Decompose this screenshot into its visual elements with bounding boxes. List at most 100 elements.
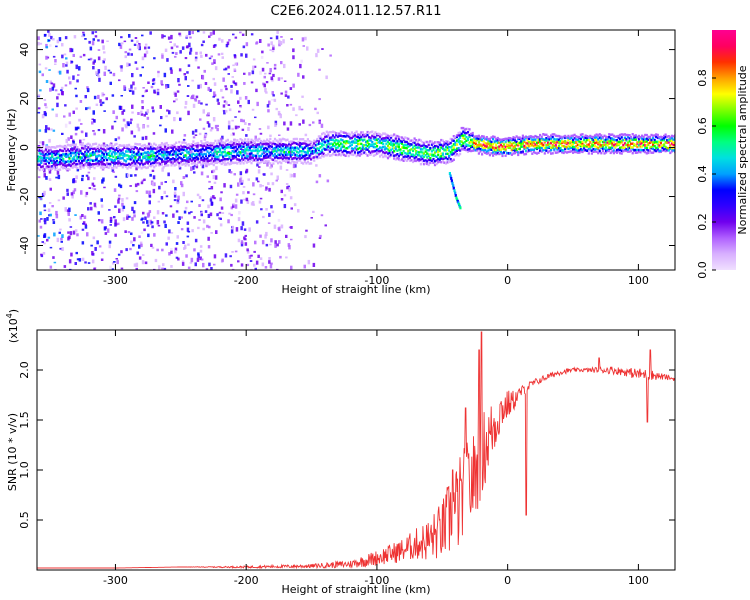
- ridge-cell: [357, 151, 360, 154]
- ridge-cell: [88, 167, 91, 170]
- ridge-cell: [507, 144, 510, 147]
- noise-cell: [227, 219, 230, 224]
- ridge-cell: [107, 162, 110, 166]
- ridge-cell: [396, 149, 399, 152]
- ridge-cell: [620, 133, 623, 136]
- ridge-cell: [128, 165, 131, 168]
- noise-cell: [70, 61, 74, 63]
- noise-cell: [178, 83, 181, 86]
- ridge-cell: [513, 149, 517, 152]
- ridge-cell: [664, 133, 667, 136]
- noise-cell: [177, 221, 180, 224]
- ridge-cell: [170, 150, 173, 153]
- noise-cell: [270, 164, 273, 167]
- ridge-cell: [413, 137, 416, 140]
- noise-cell: [230, 263, 233, 267]
- ridge-cell: [209, 162, 212, 165]
- ridge-cell: [269, 154, 272, 157]
- ridge-cell: [59, 144, 62, 148]
- ridge-cell: [669, 136, 672, 139]
- noise-cell: [304, 235, 307, 239]
- ridge-cell: [171, 157, 175, 160]
- ridge-cell: [165, 154, 168, 157]
- noise-cell: [180, 228, 184, 231]
- ridge-cell: [579, 133, 582, 136]
- noise-cell: [87, 262, 91, 264]
- noise-cell: [218, 37, 221, 41]
- noise-cell: [195, 51, 198, 55]
- noise-cell: [111, 94, 115, 97]
- ridge-cell: [587, 147, 590, 150]
- noise-cell: [56, 96, 59, 100]
- ridge-cell: [380, 149, 383, 152]
- noise-cell: [263, 75, 266, 79]
- ridge-cell: [579, 141, 582, 144]
- ridge-cell: [74, 143, 77, 146]
- ridge-cell: [463, 146, 466, 150]
- ridge-cell: [60, 158, 63, 162]
- ridge-cell: [564, 134, 567, 138]
- noise-cell: [254, 135, 257, 140]
- ridge-cell: [523, 140, 526, 143]
- ridge-cell: [572, 142, 575, 146]
- ridge-cell: [270, 158, 273, 161]
- ridge-cell: [451, 148, 454, 152]
- noise-cell: [251, 108, 255, 111]
- ridge-cell: [68, 153, 71, 156]
- ridge-cell: [93, 163, 96, 166]
- ridge-cell: [350, 150, 353, 153]
- ridge-cell: [88, 148, 91, 151]
- noise-cell: [86, 88, 90, 93]
- ridge-cell: [562, 140, 565, 143]
- ridge-cell: [331, 130, 335, 133]
- noise-cell: [51, 160, 54, 163]
- ridge-cell: [292, 157, 295, 160]
- ridge-cell: [572, 138, 575, 142]
- noise-cell: [147, 233, 150, 238]
- noise-cell: [190, 96, 193, 100]
- noise-cell: [216, 98, 220, 102]
- noise-cell: [167, 36, 171, 40]
- noise-cell: [243, 236, 246, 240]
- ridge-cell: [96, 162, 99, 165]
- ridge-cell: [535, 144, 539, 147]
- noise-cell: [100, 219, 104, 224]
- noise-cell: [49, 187, 52, 191]
- ridge-cell: [427, 143, 430, 147]
- ridge-cell: [419, 148, 422, 151]
- ridge-cell: [233, 156, 236, 160]
- ridge-cell: [131, 153, 134, 156]
- ridge-cell: [587, 139, 590, 142]
- ridge-cell: [396, 142, 399, 145]
- noise-cell: [163, 35, 166, 38]
- ridge-cell: [636, 148, 639, 151]
- ridge-cell: [609, 142, 612, 145]
- colorbar-ticks: 0.00.20.40.60.8: [696, 69, 716, 279]
- noise-cell: [216, 213, 219, 217]
- ridge-cell: [80, 146, 84, 150]
- ridge-cell: [339, 147, 342, 150]
- ridge-cell: [565, 142, 568, 146]
- ridge-cell: [250, 145, 253, 149]
- noise-cell: [217, 53, 221, 56]
- ridge-cell: [54, 161, 57, 164]
- ridge-cell: [281, 144, 284, 148]
- noise-cell: [197, 252, 200, 256]
- noise-cell: [161, 53, 164, 56]
- noise-cell: [244, 242, 248, 246]
- noise-cell: [72, 178, 76, 183]
- noise-cell: [206, 161, 209, 165]
- ridge-cell: [490, 152, 493, 155]
- ridge-cell: [48, 168, 51, 171]
- ridge-cell: [77, 156, 80, 159]
- noise-cell: [122, 217, 126, 222]
- ridge-cell: [251, 156, 255, 159]
- noise-cell: [97, 39, 100, 42]
- noise-cell: [57, 174, 61, 180]
- ridge-cell: [388, 142, 391, 145]
- ridge-cell: [380, 137, 383, 141]
- noise-cell: [130, 118, 133, 121]
- ridge-cell: [650, 138, 653, 142]
- noise-cell: [210, 127, 214, 130]
- noise-cell: [150, 85, 154, 89]
